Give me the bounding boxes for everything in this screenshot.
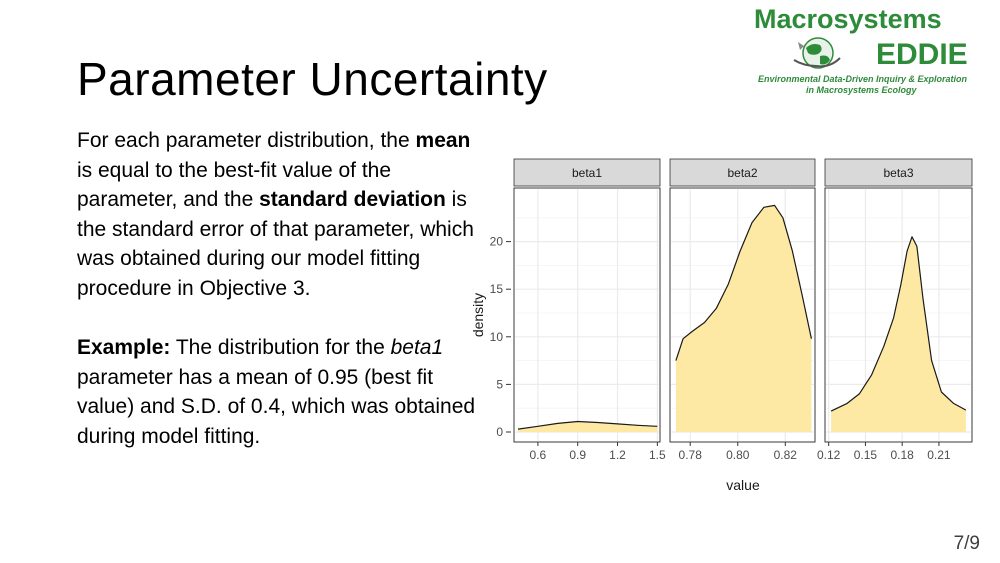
- text-span: parameter has a mean of 0.95 (best fit v…: [77, 365, 476, 448]
- panel-border: [669, 187, 816, 443]
- slide-body: For each parameter distribution, the mea…: [77, 126, 477, 451]
- y-tick-label: 0: [496, 425, 503, 439]
- facet-strip-beta2: [669, 158, 816, 187]
- text-span: is equal to the best-fit value of the pa…: [77, 158, 392, 212]
- facet-label-beta3: beta3: [883, 166, 913, 180]
- y-axis-label: density: [470, 293, 486, 337]
- macrosystems-eddie-logo: Macrosystems EDDIE Environmental Data-Dr…: [748, 4, 978, 96]
- x-tick-label: 0.78: [679, 448, 703, 462]
- text-span: The distribution for the: [170, 336, 391, 359]
- page-number: 7/9: [953, 533, 980, 554]
- density-line-beta2: [675, 204, 812, 361]
- x-tick-label: 1.5: [649, 448, 666, 462]
- param-name: beta1: [390, 336, 444, 359]
- y-tick-label: 5: [496, 377, 503, 391]
- logo-tagline-2: in Macrosystems Ecology: [806, 85, 917, 95]
- example-label: Example:: [77, 336, 171, 359]
- density-line-beta3: [830, 236, 967, 412]
- text-span: For each parameter distribution, the: [77, 129, 416, 152]
- x-tick-label: 0.18: [890, 448, 914, 462]
- facet-strip-beta1: [513, 158, 661, 187]
- x-tick-label: 1.2: [609, 448, 626, 462]
- x-tick-label: 0.9: [569, 448, 586, 462]
- density-area-beta3: [831, 236, 966, 432]
- panel-beta1: [513, 187, 661, 443]
- sd-term: standard deviation: [259, 188, 446, 211]
- panel-border: [513, 187, 661, 443]
- text-span: is the standard error of that parameter,…: [77, 188, 474, 300]
- density-line-beta1: [517, 420, 658, 430]
- logo-name-line2: EDDIE: [876, 38, 968, 71]
- x-tick-label: 0.80: [726, 448, 750, 462]
- logo-tagline-1: Environmental Data-Driven Inquiry & Expl…: [758, 74, 968, 84]
- x-axis-label: value: [726, 477, 760, 493]
- y-tick-label: 10: [490, 330, 504, 344]
- density-facet-chart: 0 5 10 15 20 density beta1 0.6 0.9 1.2 1.5 beta2 0.7…: [470, 158, 973, 493]
- logo-name-line1: Macrosystems: [754, 4, 942, 34]
- panel-border: [824, 187, 973, 443]
- x-tick-label: 0.21: [927, 448, 951, 462]
- globe-with-hand-icon: [793, 37, 841, 69]
- facet-label-beta1: beta1: [572, 166, 602, 180]
- example-paragraph: Example: The distribution for the beta1 …: [77, 333, 477, 451]
- mean-term: mean: [415, 129, 471, 152]
- description-paragraph: For each parameter distribution, the mea…: [77, 126, 477, 303]
- density-area-beta2: [675, 205, 812, 432]
- slide-title: Parameter Uncertainty: [77, 53, 548, 105]
- facet-label-beta2: beta2: [727, 166, 757, 180]
- x-tick-label: 0.6: [530, 448, 547, 462]
- x-tick-label: 0.12: [817, 448, 841, 462]
- x-tick-label: 0.15: [854, 448, 878, 462]
- facet-strip-beta3: [824, 158, 973, 187]
- y-tick-label: 15: [490, 282, 504, 296]
- y-tick-label: 20: [490, 235, 504, 249]
- x-tick-label: 0.82: [774, 448, 798, 462]
